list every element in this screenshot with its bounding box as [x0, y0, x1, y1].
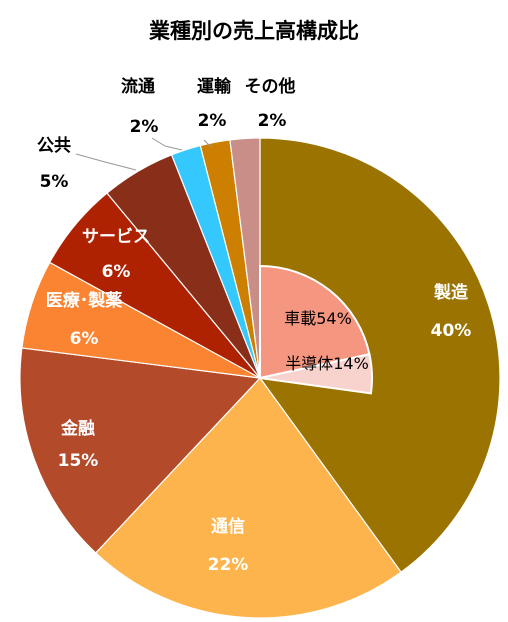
slice-9 [229, 137, 261, 379]
slice-2-percent: 22% [208, 555, 249, 575]
chart-title: 業種別の売上高構成比 [149, 19, 359, 43]
labels-group: 製造 40% 通信 22% 金融 15% 医療･製薬 6% サービス 6% 公共 5% 流通 2% 運輸 2%… [37, 76, 471, 575]
slice-1 [259, 137, 501, 573]
slice-1-label: 製造 [433, 282, 469, 303]
slice-3 [19, 347, 262, 554]
slice-5-percent: 6% [102, 262, 131, 282]
sub-slice-2 [259, 353, 373, 395]
sub-slice-1 [259, 264, 371, 380]
slice-6-percent: 5% [40, 172, 69, 192]
slice-2-label: 通信 [211, 516, 245, 537]
slice-5-label: サービス [82, 227, 150, 247]
leader-line-2 [151, 137, 183, 151]
slice-3-label: 金融 [60, 418, 95, 439]
leader-line-3 [203, 139, 212, 147]
slice-7-label: 流通 [121, 76, 155, 97]
slices-group [19, 137, 501, 619]
slice-4-percent: 6% [70, 329, 99, 349]
slice-7-percent: 2% [130, 117, 159, 137]
leader-lines-group [75, 137, 212, 171]
sub-slices-group [259, 264, 373, 395]
slice-9-label: その他 [245, 76, 296, 97]
slice-1-percent: 40% [431, 321, 472, 341]
sub-slice-2-label: 半導体14% [285, 354, 369, 373]
slice-4-label: 医療･製薬 [46, 290, 123, 311]
slice-3-percent: 15% [58, 451, 99, 471]
slice-8-percent: 2% [198, 111, 227, 131]
slice-8-label: 運輸 [197, 76, 232, 97]
sub-slice-1-label: 車載54% [284, 309, 352, 328]
leader-line-1 [75, 153, 137, 171]
slice-9-percent: 2% [258, 111, 287, 131]
slice-6-label: 公共 [37, 136, 71, 156]
